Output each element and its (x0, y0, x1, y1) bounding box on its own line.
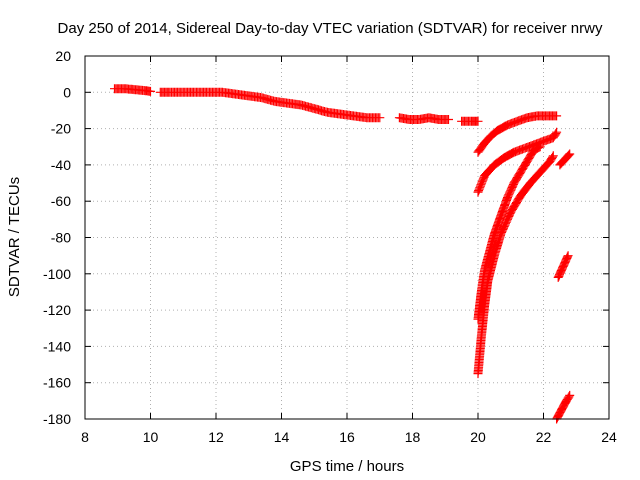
y-tick-label: -60 (51, 193, 71, 209)
data-points (110, 84, 155, 96)
x-tick-label: 24 (601, 429, 617, 445)
series-arc-e (473, 111, 562, 157)
x-tick-label: 14 (274, 429, 290, 445)
data-points (473, 111, 562, 157)
series-arc-i (555, 149, 575, 170)
data-points (553, 251, 573, 282)
series-arc-f (473, 127, 562, 197)
y-tick-label: -20 (51, 121, 71, 137)
y-tick-label: -140 (43, 338, 71, 354)
chart-title: Day 250 of 2014, Sidereal Day-to-day VTE… (58, 20, 603, 37)
y-tick-label: 20 (55, 48, 71, 64)
x-tick-label: 20 (470, 429, 486, 445)
data-points (473, 127, 562, 197)
y-tick-label: -40 (51, 157, 71, 173)
y-tick-label: -180 (43, 411, 71, 427)
y-tick-label: -100 (43, 266, 71, 282)
data-points (457, 116, 483, 126)
series-arc-j (553, 251, 573, 282)
data-points (473, 142, 545, 324)
x-tick-label: 12 (208, 429, 224, 445)
series-arc-a (110, 84, 155, 96)
x-tick-label: 22 (536, 429, 552, 445)
series-arc-g (473, 142, 545, 324)
series-arc-b (155, 87, 385, 123)
y-tick-label: -160 (43, 375, 71, 391)
grid-layer (85, 56, 609, 419)
y-tick-label: 0 (63, 84, 71, 100)
data-points (555, 149, 575, 170)
ticks-layer: 8 10 12 14 16 18 20 22 24 20 0 -20 -40 -60 -80 -100 -120… (43, 48, 617, 445)
plot-frame (84, 55, 610, 420)
y-tick-label: -80 (51, 230, 71, 246)
series-arc-c (394, 113, 453, 124)
x-axis-label: GPS time / hours (290, 458, 404, 475)
series-arc-d (457, 116, 483, 126)
x-tick-label: 16 (339, 429, 355, 445)
y-tick-label: -120 (43, 302, 71, 318)
data-points (473, 151, 558, 379)
series-arc-h (473, 151, 558, 379)
x-tick-label: 8 (81, 429, 89, 445)
x-tick-label: 10 (143, 429, 159, 445)
data-layer (110, 84, 575, 424)
data-points (155, 87, 385, 123)
data-points (394, 113, 453, 124)
y-axis-label: SDTVAR / TECUs (6, 177, 23, 297)
x-tick-label: 18 (405, 429, 421, 445)
